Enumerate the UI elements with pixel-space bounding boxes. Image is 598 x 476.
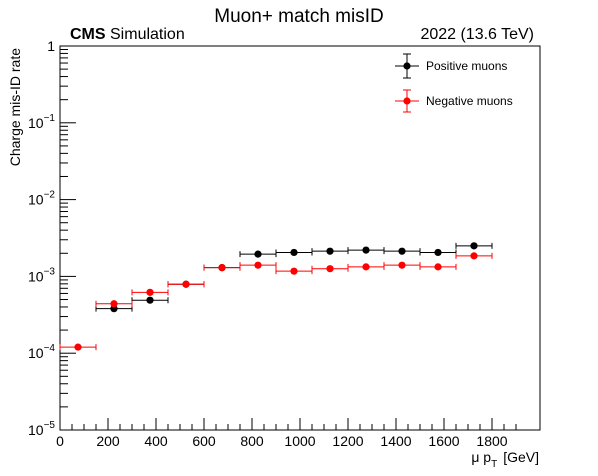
experiment-label: CMS Simulation bbox=[70, 26, 185, 43]
legend-marker bbox=[403, 97, 411, 105]
y-tick-label: 1 bbox=[47, 38, 55, 54]
y-tick-exponent: −4 bbox=[44, 343, 56, 354]
y-tick-base: 10 bbox=[28, 422, 44, 438]
data-point bbox=[362, 246, 370, 254]
x-axis-label-sub: T bbox=[491, 459, 497, 470]
x-tick-label: 600 bbox=[192, 433, 216, 449]
y-axis: 110−110−210−310−410−5 bbox=[28, 38, 76, 438]
x-tick-label: 200 bbox=[96, 433, 120, 449]
y-tick-exponent: −5 bbox=[44, 420, 56, 431]
data-point bbox=[362, 263, 370, 271]
data-point bbox=[398, 247, 406, 255]
x-tick-label: 1000 bbox=[284, 433, 315, 449]
y-tick-label: 10−3 bbox=[28, 266, 55, 284]
data-point bbox=[146, 296, 154, 304]
y-tick-base: 10 bbox=[28, 268, 44, 284]
chart-title: Muon+ match misID bbox=[214, 6, 383, 27]
y-tick-base: 10 bbox=[28, 345, 44, 361]
legend-label: Positive muons bbox=[426, 59, 507, 73]
data-point bbox=[434, 248, 442, 257]
x-tick-label: 1200 bbox=[332, 433, 363, 449]
legend-marker bbox=[403, 62, 411, 70]
x-axis-label: μ pT [GeV] bbox=[471, 449, 539, 470]
data-point bbox=[110, 300, 118, 308]
y-tick-label: 10−2 bbox=[28, 190, 55, 208]
data-point bbox=[290, 248, 298, 257]
data-point bbox=[470, 252, 478, 260]
data-point bbox=[326, 247, 334, 255]
series-positive bbox=[95, 242, 493, 313]
data-point bbox=[74, 343, 82, 351]
data-point bbox=[254, 250, 262, 258]
data-point bbox=[326, 265, 334, 273]
series-layer bbox=[59, 242, 493, 351]
experiment-rest: Simulation bbox=[106, 26, 185, 43]
x-tick-label: 1800 bbox=[476, 433, 507, 449]
y-tick-label: 10−4 bbox=[28, 343, 55, 361]
data-point bbox=[218, 264, 226, 272]
x-tick-label: 1600 bbox=[428, 433, 459, 449]
y-tick-label: 10−5 bbox=[28, 420, 55, 438]
data-point bbox=[182, 280, 190, 288]
y-axis-label: Charge mis-ID rate bbox=[7, 48, 23, 166]
x-tick-label: 400 bbox=[144, 433, 168, 449]
experiment-bold: CMS bbox=[70, 26, 106, 43]
x-tick-label: 1400 bbox=[380, 433, 411, 449]
x-axis-label-main: μ p bbox=[471, 449, 491, 465]
y-tick-exponent: −1 bbox=[44, 113, 56, 124]
energy-label: 2022 (13.6 TeV) bbox=[420, 26, 534, 43]
data-point bbox=[470, 242, 478, 250]
series-negative bbox=[59, 252, 493, 351]
data-point bbox=[254, 261, 262, 269]
data-point bbox=[434, 263, 442, 271]
data-point bbox=[290, 267, 298, 275]
legend: Positive muons Negative muons bbox=[395, 53, 513, 113]
legend-label: Negative muons bbox=[426, 94, 513, 108]
y-tick-label: 10−1 bbox=[28, 113, 55, 131]
x-axis-label-unit: [GeV] bbox=[503, 449, 539, 465]
data-point bbox=[398, 261, 406, 269]
y-tick-exponent: −2 bbox=[44, 190, 56, 201]
data-point bbox=[146, 288, 154, 296]
x-axis: 0 200 400 600 800 1000 1200 1400 1600 1800 bbox=[56, 418, 517, 449]
x-tick-label: 0 bbox=[56, 433, 64, 449]
y-tick-base: 10 bbox=[28, 192, 44, 208]
y-tick-base: 10 bbox=[28, 115, 44, 131]
y-tick-exponent: −3 bbox=[44, 266, 56, 277]
x-tick-label: 800 bbox=[240, 433, 264, 449]
